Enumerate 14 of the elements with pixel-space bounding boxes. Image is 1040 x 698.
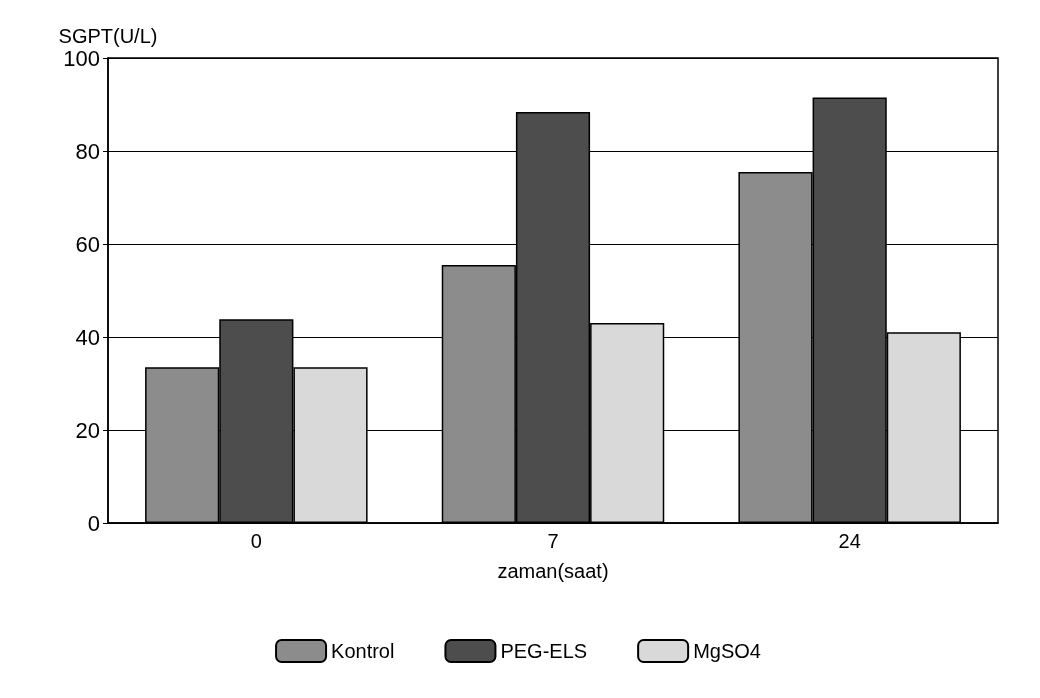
legend-label: PEG-ELS (500, 640, 588, 662)
y-tick-label: 20 (75, 417, 100, 443)
x-tick-label: 24 (838, 530, 861, 552)
x-tick-label: 7 (547, 530, 559, 552)
legend-label: Kontrol (331, 640, 395, 662)
y-tick-label: 100 (63, 45, 100, 71)
y-tick-label: 40 (75, 324, 100, 350)
y-tick-label: 0 (87, 510, 100, 536)
x-axis-title: zaman(saat) (497, 560, 609, 582)
legend-label: MgSO4 (693, 640, 761, 662)
y-tick-label: 60 (75, 231, 100, 257)
y-axis-title: SGPT(U/L) (58, 25, 158, 47)
y-tick-label: 80 (75, 138, 100, 164)
x-tick-label: 0 (250, 530, 262, 552)
